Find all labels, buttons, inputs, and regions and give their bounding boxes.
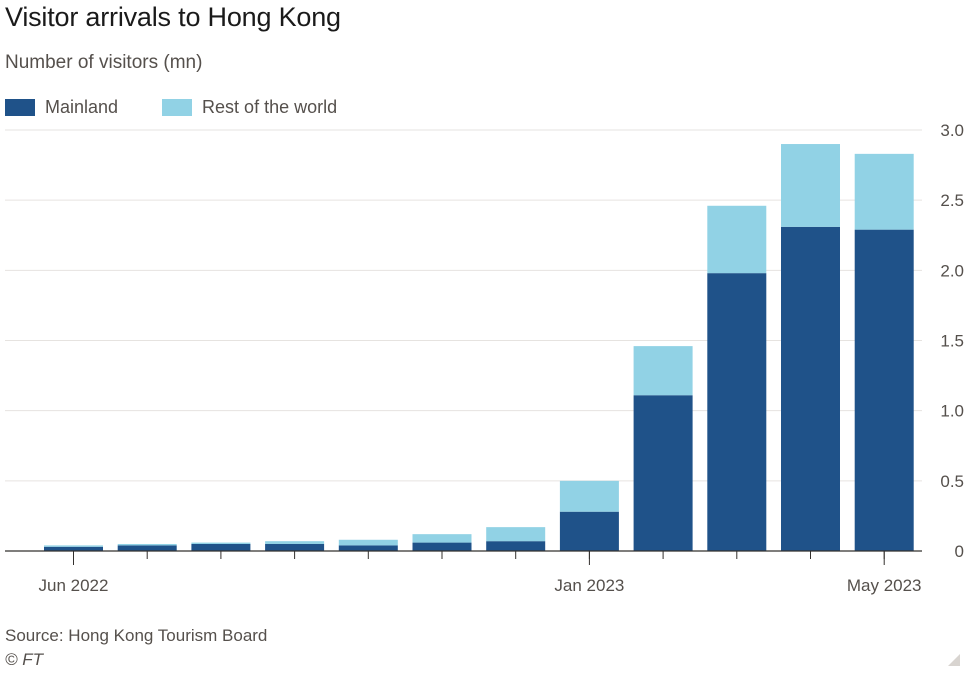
y-tick-label: 0.5 [940,472,964,491]
bar-rest-of-world [412,534,472,543]
y-tick-label: 1.5 [940,332,964,351]
bar-rest-of-world [854,153,914,230]
x-tick-label: Jun 2022 [39,576,109,595]
bar-mainland [633,395,693,551]
bar-mainland [117,545,177,551]
legend-label-rest-of-world: Rest of the world [202,96,338,117]
bar-rest-of-world [486,527,546,542]
y-tick-label: 2.5 [940,191,964,210]
bar-rest-of-world [44,545,103,547]
bar-rest-of-world [707,205,767,274]
legend-swatch-rest-of-world [162,98,193,116]
bar-mainland [854,229,914,552]
x-tick-label: May 2023 [847,576,922,595]
bar-rest-of-world [781,144,840,227]
bar-rest-of-world [191,542,251,544]
bar-mainland [559,511,619,551]
legend-item-mainland: Mainland [5,97,118,118]
x-tick-label: Jan 2023 [554,576,624,595]
grid-lines [5,129,922,482]
legend-label-mainland: Mainland [45,96,119,117]
tick-labels: 0 0.5 1.0 1.5 2.0 2.5 3.0 Jun 2022 Jan 2023 May 2… [39,121,964,595]
bar-rest-of-world [338,539,398,546]
bar-mainland [486,541,546,551]
bar-mainland [44,546,103,551]
y-tick-label: 0 [955,542,964,561]
bar-mainland [412,542,472,551]
legend-item-rest-of-world: Rest of the world [162,97,337,118]
y-tick-label: 2.0 [940,261,964,280]
bar-mainland [191,543,251,551]
x-axis [5,550,922,565]
bar-mainland [265,543,325,551]
chart-legend: Mainland Rest of the world [5,95,337,119]
chart-title: Visitor arrivals to Hong Kong [5,2,341,32]
resize-corner-icon [948,654,960,666]
bar-rest-of-world [265,541,325,544]
bar-rest-of-world [559,480,619,512]
bar-mainland [781,226,840,551]
y-tick-label: 3.0 [940,121,964,140]
source-note: Source: Hong Kong Tourism Board [5,626,268,645]
bar-mainland [707,273,767,551]
copyright-credit: © FT [5,650,44,669]
bar-mainland [338,545,398,551]
y-tick-label: 1.0 [940,402,964,421]
chart-subtitle: Number of visitors (mn) [5,52,203,73]
bars [44,144,914,552]
legend-swatch-mainland [5,98,35,116]
bar-rest-of-world [117,543,177,546]
bar-rest-of-world [633,346,693,396]
